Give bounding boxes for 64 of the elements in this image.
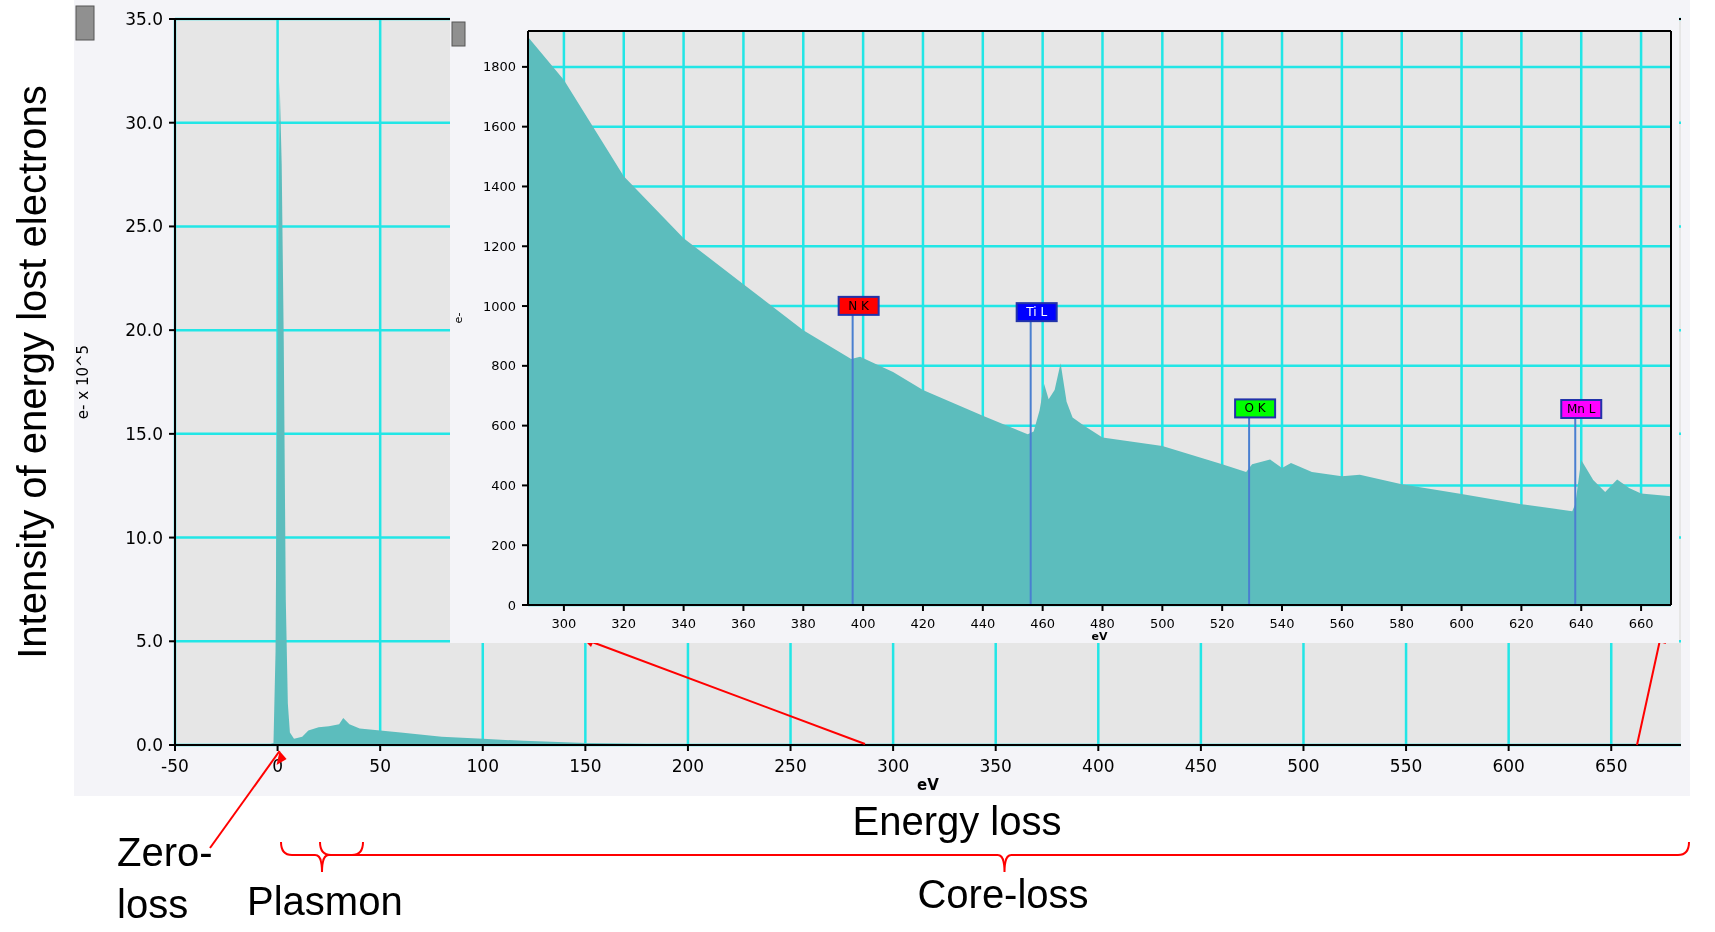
ref-line-label: Mn L [1567,402,1596,417]
x-tick-label: 100 [466,756,499,776]
x-tick-label: 620 [1508,616,1534,631]
ref-line-label: O K [1244,401,1267,416]
x-tick-label: 440 [970,616,996,631]
x-tick-label: 600 [1449,616,1474,631]
y-tick-label: 15.0 [125,423,163,444]
x-tick-label: 580 [1389,616,1415,631]
x-tick-label: 150 [569,756,602,776]
ref-line-label: Ti L [1025,305,1048,320]
x-tick-label: 600 [1492,756,1525,776]
y-tick-label: 1800 [482,59,516,75]
x-tick-label: 350 [979,756,1012,776]
x-tick-label: 540 [1269,616,1295,631]
x-tick-label: 340 [671,616,697,631]
x-axis-title: eV [1091,630,1108,643]
x-tick-label: 480 [1090,616,1115,631]
x-tick-label: 250 [774,756,807,776]
x-tick-label: 560 [1329,616,1355,631]
y-tick-label: 400 [491,477,516,493]
y-tick-label: 1400 [482,179,516,195]
y-axis-title: e- x 10^5 [74,344,92,420]
y-tick-label: 0.0 [135,734,163,755]
y-tick-label: 25.0 [125,216,163,237]
x-tick-label: 420 [910,616,936,631]
x-tick-label: 500 [1287,756,1320,776]
y-tick-label: 20.0 [125,320,163,341]
text: Core-loss [917,872,1089,916]
x-axis-title: eV [917,776,940,794]
x-tick-label: 640 [1568,616,1594,631]
x-tick-label: 300 [876,756,910,776]
y-tick-label: 200 [491,537,516,553]
x-tick-label: 660 [1628,616,1654,631]
y-tick-label: 10.0 [125,527,163,548]
x-tick-label: 400 [850,616,876,631]
y-tick-label: 1000 [482,298,516,314]
x-tick-label: 50 [369,756,391,776]
y-axis-title: e- [452,312,465,324]
x-tick-label: 400 [1082,756,1115,776]
x-tick-label: 460 [1030,616,1056,631]
x-tick-label: 300 [551,616,577,631]
text: Energy loss [852,799,1062,843]
y-tick-label: 600 [491,418,516,434]
x-tick-label: 550 [1389,756,1423,776]
x-tick-label: -50 [161,756,189,776]
y-tick-label: 800 [491,358,516,374]
annotation: Zero-loss [117,830,213,926]
y-tick-label: 1600 [482,119,516,135]
y-tick-label: 35.0 [125,8,163,29]
y-tick-label: 30.0 [125,112,163,133]
text: Intensity of energy lost electrons [10,85,54,659]
y-tick-label: 1200 [482,238,516,254]
y-tick-label: 0 [507,597,516,613]
x-tick-label: 500 [1149,616,1175,631]
x-tick-label: 450 [1184,756,1218,776]
x-tick-label: 520 [1209,616,1235,631]
x-tick-label: 650 [1595,756,1628,776]
x-tick-label: 200 [671,756,705,776]
text: Plasmon [247,879,403,923]
x-tick-label: 320 [611,616,637,631]
ref-line-label: N K [848,298,871,313]
y-tick-label: 5.0 [135,631,163,652]
x-tick-label: 360 [731,616,756,631]
x-tick-label: 380 [790,616,816,631]
